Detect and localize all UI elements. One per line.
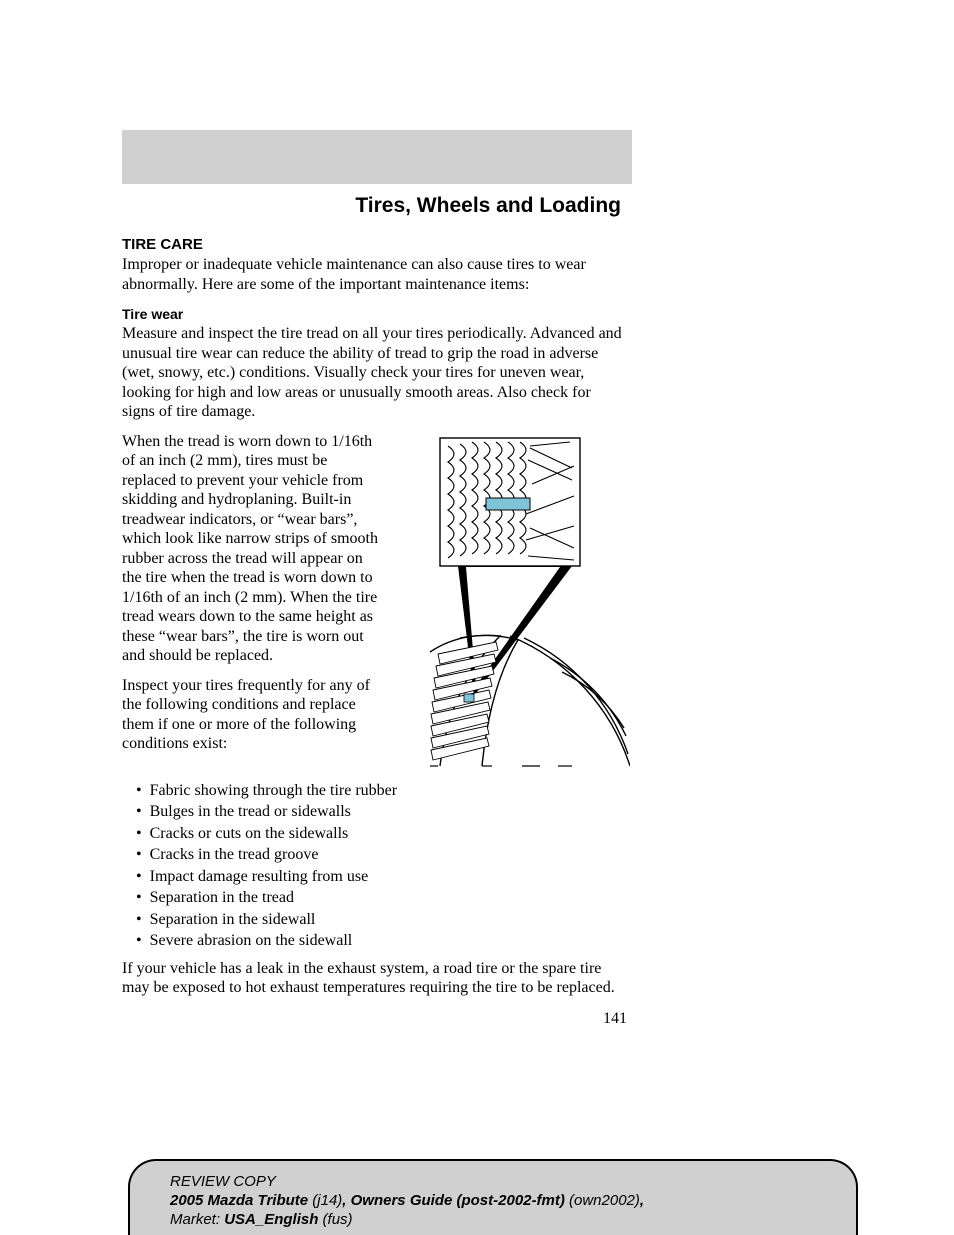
footer-guide: , Owners Guide (post-2002-fmt) [342,1192,569,1209]
footer-code3: (fus) [323,1211,353,1228]
list-item: Bulges in the tread or sidewalls [136,802,626,822]
tire-wear-p3: Inspect your tires frequently for any of… [122,676,382,754]
footer-line-3: Market: USA_English (fus) [170,1211,844,1230]
page-content: Tires, Wheels and Loading TIRE CARE Impr… [122,130,832,1028]
footer-market-label: Market: [170,1211,224,1228]
tire-wear-p2: When the tread is worn down to 1/16th of… [122,432,382,666]
footer-market: USA_English [224,1211,322,1228]
tire-wear-diagram [400,436,630,776]
footer-code1: (j14) [312,1192,342,1209]
tire-wear-p1: Measure and inspect the tire tread on al… [122,324,627,422]
left-text-column: When the tread is worn down to 1/16th of… [122,432,382,781]
footer-vehicle: 2005 Mazda Tribute [170,1192,312,1209]
footer-review-box: REVIEW COPY 2005 Mazda Tribute (j14), Ow… [128,1159,858,1235]
tire-figure-column [400,432,630,781]
list-item: Impact damage resulting from use [136,867,626,887]
list-item: Separation in the tread [136,888,626,908]
list-item: Cracks or cuts on the sidewalls [136,824,626,844]
footer-code2: (own2002) [569,1192,640,1209]
footer-line-1: REVIEW COPY [170,1173,844,1192]
section-tire-care-title: TIRE CARE [122,236,832,253]
footer-comma: , [640,1192,644,1209]
list-item: Severe abrasion on the sidewall [136,931,626,951]
header-grey-bar [122,130,632,184]
list-item: Fabric showing through the tire rubber [136,781,626,801]
page-number: 141 [122,1010,627,1028]
list-item: Cracks in the tread groove [136,845,626,865]
tire-care-intro: Improper or inadequate vehicle maintenan… [122,255,627,294]
list-item: Separation in the sidewall [136,910,626,930]
two-column-layout: When the tread is worn down to 1/16th of… [122,432,832,781]
chapter-title: Tires, Wheels and Loading [122,190,627,218]
tire-wear-p4: If your vehicle has a leak in the exhaus… [122,959,627,998]
conditions-list: Fabric showing through the tire rubber B… [136,781,626,951]
section-tire-wear-title: Tire wear [122,306,832,322]
footer-line-2: 2005 Mazda Tribute (j14), Owners Guide (… [170,1192,844,1211]
